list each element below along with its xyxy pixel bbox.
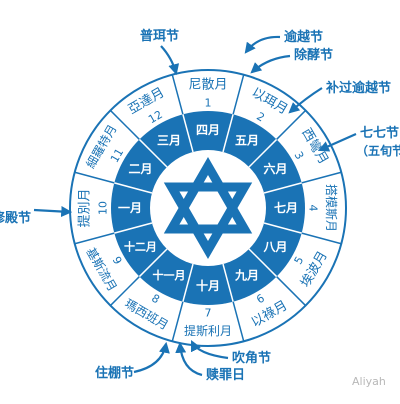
outer-divider [171, 74, 184, 115]
star-of-david-icon [163, 157, 253, 259]
festival-label: 赎罪日 [206, 367, 245, 383]
gregorian-month: 二月 [128, 162, 152, 176]
inner-divider [182, 263, 194, 302]
arrow-icon [160, 45, 180, 76]
outer-divider [232, 74, 245, 115]
outer-divider [301, 171, 342, 184]
hebrew-month-name: 提別月 [77, 188, 93, 227]
month-number: 1 [205, 97, 212, 110]
month-dividers [74, 74, 342, 342]
arrow-icon [33, 206, 73, 218]
festival-label: 普珥节 [140, 28, 179, 44]
inner-divider [248, 138, 278, 168]
gregorian-month: 十一月 [153, 268, 186, 282]
festival-label: 吹角节 [232, 350, 271, 366]
gregorian-month: 十二月 [124, 240, 157, 254]
inner-divider [114, 222, 153, 234]
gregorian-month: 十月 [196, 278, 220, 293]
festival-label: 修殿节 [0, 210, 31, 226]
inner-divider [114, 182, 153, 194]
festival-arrows [33, 35, 357, 377]
month-number: 4 [307, 205, 320, 212]
inner-divider [248, 248, 278, 278]
outer-divider [109, 276, 140, 307]
outer-divider [276, 276, 307, 307]
festival-label: 除酵节 [294, 47, 333, 63]
gregorian-month: 三月 [157, 133, 181, 147]
outer-divider [74, 232, 115, 245]
arrow-icon [250, 54, 291, 74]
inner-divider [138, 248, 168, 278]
month-number: 11 [108, 146, 126, 165]
arrow-icon [175, 341, 203, 377]
inner-divider [222, 263, 234, 302]
festival-label: 住棚节 [95, 365, 134, 381]
gregorian-month: 一月 [118, 201, 142, 215]
inner-divider [182, 114, 194, 153]
gregorian-month: 五月 [235, 133, 259, 147]
festival-label: 七七节 [360, 125, 399, 141]
festival-label: （五旬节） [356, 143, 400, 158]
inner-divider [263, 222, 302, 234]
month-number: 7 [205, 307, 212, 320]
hebrew-month-name: 提斯利月 [184, 323, 232, 338]
outer-divider [232, 301, 245, 342]
arrow-icon [288, 87, 323, 114]
arrow-icon [317, 132, 357, 152]
month-number: 10 [97, 201, 110, 215]
arrow-icon [133, 341, 170, 374]
center-hub [150, 150, 266, 266]
inner-divider [222, 114, 234, 153]
arrow-icon [244, 35, 281, 54]
outer-divider [276, 109, 307, 140]
inner-divider [263, 182, 302, 194]
festival-label: 补过逾越节 [325, 80, 391, 96]
gregorian-month: 四月 [196, 123, 220, 137]
gregorian-month: 八月 [263, 240, 288, 254]
gregorian-month: 九月 [234, 268, 259, 283]
gregorian-month: 六月 [264, 161, 288, 176]
month-number: 12 [146, 108, 165, 126]
outer-divider [301, 232, 342, 245]
festival-label: 逾越节 [284, 29, 323, 45]
outer-divider [74, 171, 115, 184]
outer-divider [171, 301, 184, 342]
arrow-icon [191, 340, 229, 360]
watermark: Aliyah [352, 375, 386, 388]
outer-divider [109, 109, 140, 140]
inner-divider [138, 138, 168, 168]
hebrew-month-name: 尼散月 [188, 78, 227, 93]
hebrew-month-name: 搭模斯月 [324, 184, 338, 232]
gregorian-month: 七月 [274, 201, 298, 215]
